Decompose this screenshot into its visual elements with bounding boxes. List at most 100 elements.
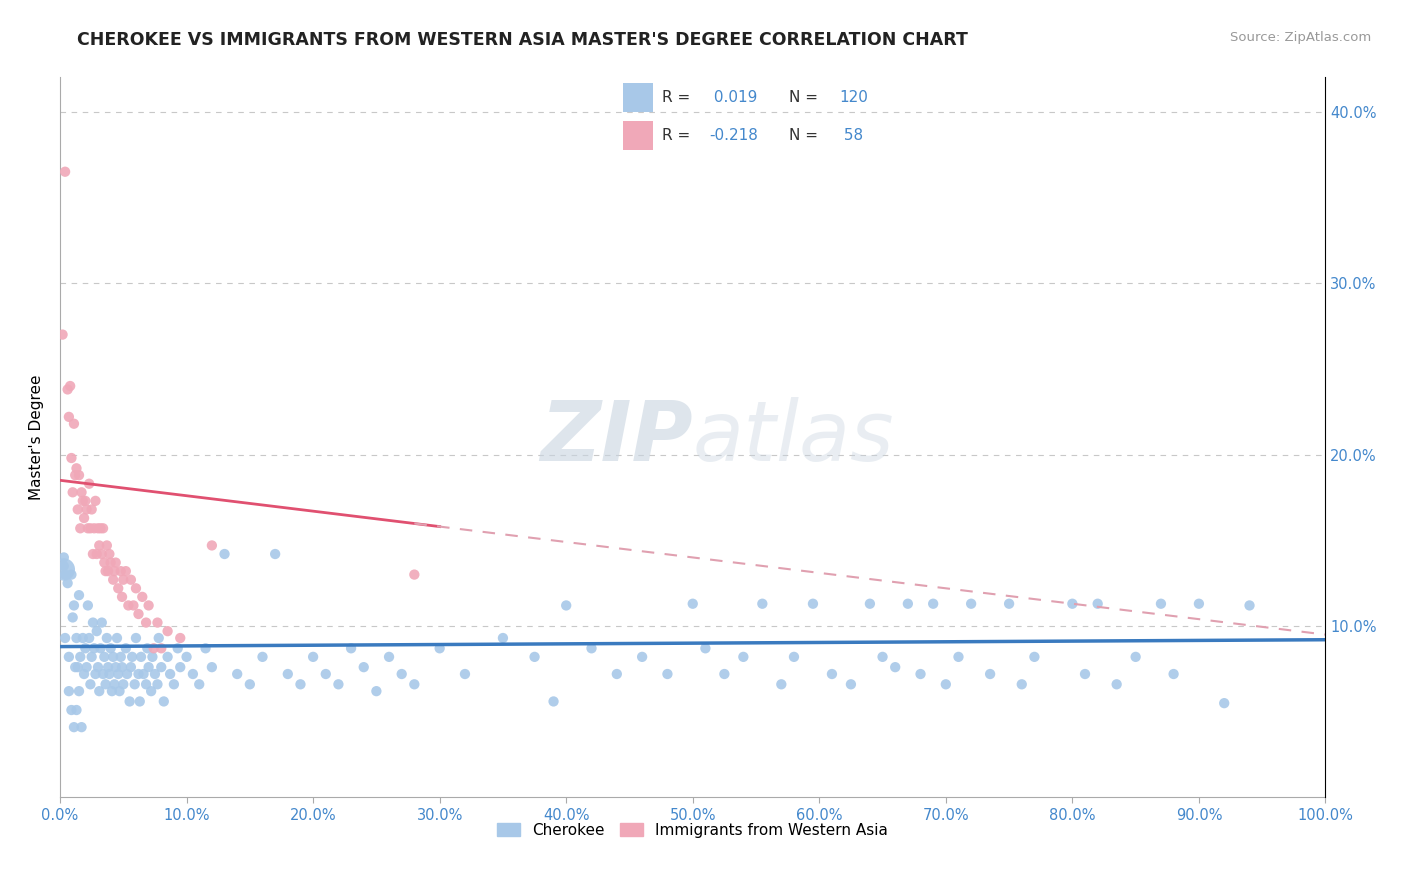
Point	[821, 667, 844, 681]
Point	[73, 667, 96, 681]
Point	[1163, 667, 1185, 681]
Point	[84, 667, 107, 681]
Point	[581, 641, 603, 656]
Point	[111, 590, 134, 604]
Point	[67, 468, 90, 483]
Point	[67, 588, 90, 602]
Point	[302, 649, 325, 664]
Point	[252, 649, 274, 664]
Point	[142, 641, 165, 656]
Point	[72, 494, 94, 508]
Point	[103, 677, 125, 691]
Point	[98, 667, 121, 681]
Point	[62, 485, 84, 500]
Point	[328, 677, 350, 691]
Point	[103, 564, 125, 578]
Point	[1024, 649, 1046, 664]
Point	[150, 641, 173, 656]
Point	[404, 677, 426, 691]
Point	[53, 631, 76, 645]
Point	[733, 649, 755, 664]
Point	[82, 615, 104, 630]
Legend: Cherokee, Immigrants from Western Asia: Cherokee, Immigrants from Western Asia	[491, 816, 894, 844]
Point	[290, 677, 312, 691]
Point	[63, 720, 86, 734]
Text: ZIP: ZIP	[540, 397, 693, 478]
Point	[156, 624, 179, 639]
Point	[90, 615, 112, 630]
Point	[53, 165, 76, 179]
Point	[1074, 667, 1097, 681]
Point	[111, 660, 134, 674]
Point	[108, 684, 131, 698]
Point	[631, 649, 654, 664]
Point	[97, 660, 120, 674]
Point	[52, 559, 75, 574]
Text: 58: 58	[839, 128, 863, 143]
Bar	[623, 83, 652, 112]
Point	[492, 631, 515, 645]
Text: Source: ZipAtlas.com: Source: ZipAtlas.com	[1230, 31, 1371, 45]
Point	[176, 649, 198, 664]
Point	[143, 667, 166, 681]
Point	[112, 677, 135, 691]
Point	[98, 547, 121, 561]
Point	[77, 631, 100, 645]
Point	[73, 511, 96, 525]
Point	[1087, 597, 1109, 611]
Point	[695, 641, 717, 656]
Point	[960, 597, 983, 611]
Point	[52, 562, 75, 576]
Point	[935, 677, 957, 691]
Point	[139, 684, 162, 698]
Point	[52, 550, 75, 565]
Point	[75, 641, 97, 656]
Point	[264, 547, 287, 561]
Y-axis label: Master's Degree: Master's Degree	[30, 375, 44, 500]
Point	[86, 547, 108, 561]
Point	[1011, 677, 1033, 691]
Point	[89, 538, 111, 552]
Text: atlas: atlas	[693, 397, 894, 478]
Point	[124, 677, 146, 691]
Point	[146, 615, 169, 630]
Point	[115, 667, 138, 681]
Point	[101, 573, 124, 587]
Text: N =: N =	[789, 128, 818, 143]
Point	[69, 649, 91, 664]
Point	[713, 667, 735, 681]
Point	[404, 567, 426, 582]
Point	[86, 624, 108, 639]
Point	[391, 667, 413, 681]
Point	[117, 599, 139, 613]
Point	[66, 502, 89, 516]
Point	[1062, 597, 1084, 611]
Point	[1150, 597, 1173, 611]
Point	[118, 694, 141, 708]
Point	[100, 556, 122, 570]
Point	[107, 582, 129, 596]
Point	[120, 573, 142, 587]
Point	[138, 660, 160, 674]
Point	[138, 599, 160, 613]
Point	[114, 564, 136, 578]
Point	[91, 521, 114, 535]
Point	[910, 667, 932, 681]
Point	[79, 677, 101, 691]
Point	[60, 567, 83, 582]
Point	[89, 684, 111, 698]
Point	[166, 641, 188, 656]
Point	[51, 327, 73, 342]
Point	[606, 667, 628, 681]
Point	[67, 684, 90, 698]
Point	[378, 649, 401, 664]
Point	[104, 556, 127, 570]
Point	[1239, 599, 1261, 613]
Point	[65, 631, 87, 645]
Point	[998, 597, 1021, 611]
Text: 0.019: 0.019	[709, 89, 758, 104]
Point	[96, 631, 118, 645]
Point	[94, 677, 117, 691]
Point	[82, 547, 104, 561]
Point	[226, 667, 249, 681]
